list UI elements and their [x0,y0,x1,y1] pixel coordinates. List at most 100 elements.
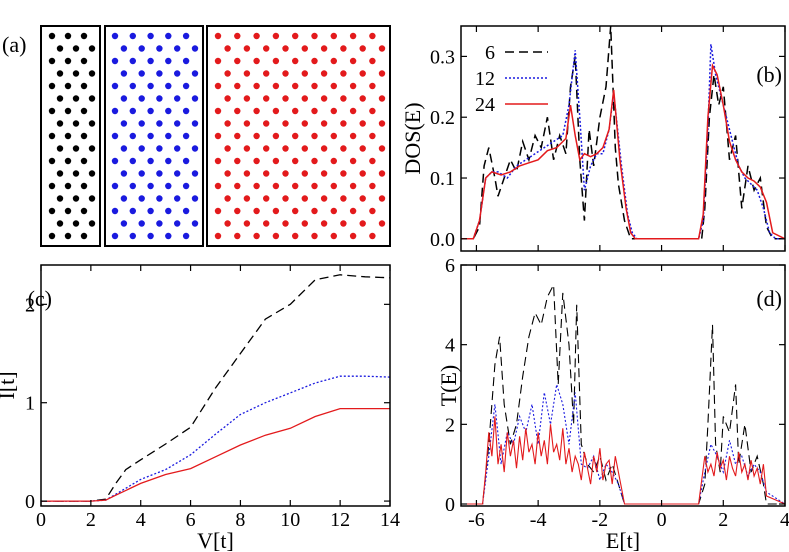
lattice-box-12 [104,25,204,247]
lattice-dot [340,220,347,227]
lattice-dot [120,45,128,52]
lattice-dot [174,95,181,102]
lattice-dot [263,45,270,52]
lattice-dot [263,170,270,177]
lattice-dot [88,170,96,177]
lattice-dot [301,95,308,102]
lattice-dot [174,145,181,152]
lattice-dot [292,132,299,140]
y-axis-label: DOS(E) [400,102,425,174]
lattice-dot [272,207,280,215]
lattice-dot [263,145,270,152]
lattice-dot [243,120,251,127]
lattice-dot [48,107,56,115]
lattice-dot [292,232,299,240]
lattice-dot [214,232,222,240]
lattice-dot [120,195,128,202]
lattice-dot [129,82,136,90]
lattice-dot [311,207,318,215]
lattice-dot [165,207,172,215]
lattice-dot [243,45,251,52]
lattice-dot [369,232,376,240]
y-axis-label: I[t] [0,371,19,399]
lattice-dot [253,57,260,65]
lattice-dot [359,95,366,102]
lattice-dot [349,107,357,115]
lattice-dot [282,220,289,227]
lattice-dot [48,57,56,65]
lattice-dot [234,232,241,240]
lattice-dot [311,232,318,240]
lattice-dot [147,132,154,140]
lattice-dot [147,182,154,190]
y-tick-label: 0.2 [430,107,455,129]
lattice-dot [320,120,328,127]
lattice-dot [234,32,241,40]
lattice-dot [147,82,154,90]
lattice-dot [138,120,145,127]
lattice-dot [224,120,231,127]
lattice-dot [311,157,318,165]
lattice-dot [369,107,376,115]
lattice-box-6 [40,25,101,247]
y-tick-label: 0.0 [430,229,455,251]
lattice-dot [156,45,163,52]
lattice-dot [56,70,64,77]
lattice-dot [349,207,357,215]
lattice-dot [359,220,366,227]
lattice-dot [311,182,318,190]
lattice-dot [330,157,337,165]
lattice-dot [191,120,199,127]
lattice-dot [282,70,289,77]
x-tick-label: 8 [235,509,245,531]
lattice-dot [214,82,222,90]
lattice-dot [369,157,376,165]
lattice-dot [48,207,56,215]
lattice-dot [182,232,190,240]
series-line-6 [41,274,390,502]
lattice-dot [320,145,328,152]
panel-label-a: (a) [2,32,26,57]
series-line-6 [461,26,785,240]
lattice-dot [64,107,72,115]
lattice-dot [311,82,318,90]
lattice-dot [378,145,386,152]
lattice-dot [129,182,136,190]
x-tick-label: 10 [280,509,300,531]
series-line-24 [41,407,390,502]
lattice-dot [282,170,289,177]
plot-frame [460,25,786,252]
lattice-dot [263,195,270,202]
series-line-12 [461,44,785,240]
lattice-dot [301,220,308,227]
lattice-dot [138,45,145,52]
lattice-dot [80,107,88,115]
lattice-dot [182,157,190,165]
lattice-dot [138,170,145,177]
lattice-dot [224,95,231,102]
lattice-dot [340,120,347,127]
lattice-dot [369,207,376,215]
x-tick-label: -2 [592,509,609,531]
lattice-dot [369,82,376,90]
x-tick-label: 0 [657,509,667,531]
lattice-dot [292,82,299,90]
y-axis-label: T(E) [436,365,461,407]
lattice-dot [320,95,328,102]
lattice-dot [182,182,190,190]
lattice-dot [129,32,136,40]
lattice-dot [349,232,357,240]
lattice-dot [64,57,72,65]
lattice-dot [165,157,172,165]
panel-label-b: (b) [756,62,782,87]
lattice-dot [320,45,328,52]
lattice-dot [182,207,190,215]
plot-frame [40,264,391,507]
lattice-dot [48,157,56,165]
lattice-dot [243,95,251,102]
y-tick-label: 0 [445,494,455,516]
lattice-dot [234,182,241,190]
lattice-dot [263,120,270,127]
lattice-dot [214,107,222,115]
